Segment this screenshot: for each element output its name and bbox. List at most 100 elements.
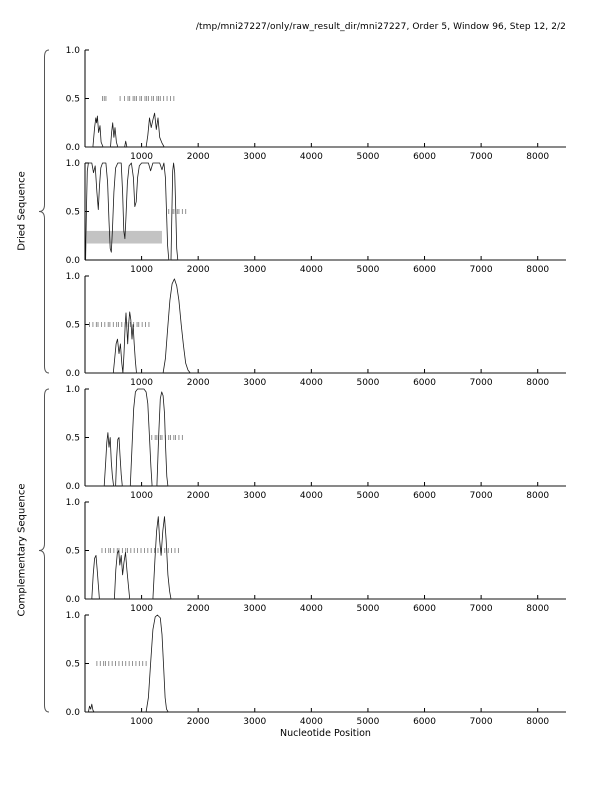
x-tick-label: 1000 [130, 491, 153, 501]
rug-marks [89, 322, 150, 327]
rug-marks [168, 209, 187, 214]
probability-curve [85, 112, 566, 148]
x-tick-label: 2000 [187, 265, 210, 275]
x-tick-label: 5000 [356, 717, 379, 727]
x-tick-label: 1000 [130, 378, 153, 388]
x-tick-label: 1000 [130, 604, 153, 614]
probability-curve [85, 614, 566, 713]
y-tick-label: 0.5 [66, 434, 80, 444]
x-tick-label: 1000 [130, 717, 153, 727]
x-tick-label: 6000 [413, 491, 436, 501]
x-tick-label: 2000 [187, 491, 210, 501]
probability-curve [85, 516, 566, 600]
y-tick-label: 1.0 [66, 272, 81, 282]
x-tick-label: 8000 [526, 717, 549, 727]
y-ticks: 0.0 0.5 1.0 [66, 498, 89, 605]
x-tick-label: 8000 [526, 491, 549, 501]
x-ticks: 1000 2000 3000 4000 5000 6000 7000 8000 [130, 595, 549, 614]
x-tick-label: 3000 [243, 265, 266, 275]
x-tick-label: 8000 [526, 265, 549, 275]
x-tick-label: 6000 [413, 717, 436, 727]
brace-complementary-sequence [38, 388, 50, 713]
x-tick-label: 8000 [526, 604, 549, 614]
panel-1-dried-window-1: 0.0 0.5 1.0 1000 2000 3000 4000 5000 6000 7000 800… [66, 46, 566, 162]
x-tick-label: 2000 [187, 152, 210, 162]
x-tick-label: 5000 [356, 265, 379, 275]
axes [84, 276, 566, 374]
panel-2-dried-window-2: 0.0 0.5 1.0 1000 2000 3000 4000 5000 6000 7000 800… [66, 159, 566, 275]
y-ticks: 0.0 0.5 1.0 [66, 46, 89, 153]
x-tick-label: 7000 [470, 491, 493, 501]
y-tick-label: 0.0 [66, 143, 81, 153]
group-label-dried-sequence: Dried Sequence [16, 171, 28, 251]
x-tick-label: 3000 [243, 604, 266, 614]
x-tick-label: 6000 [413, 265, 436, 275]
panel-5-complementary-window-2: 0.0 0.5 1.0 1000 2000 3000 4000 5000 6000 7000 800… [66, 498, 566, 614]
x-tick-label: 6000 [413, 378, 436, 388]
y-ticks: 0.0 0.5 1.0 [66, 385, 89, 492]
x-ticks: 1000 2000 3000 4000 5000 6000 7000 8000 [130, 143, 549, 162]
x-tick-label: 3000 [243, 378, 266, 388]
group-label-complementary-sequence: Complementary Sequence [16, 483, 28, 617]
x-tick-label: 1000 [130, 152, 153, 162]
x-tick-label: 4000 [300, 604, 323, 614]
x-tick-label: 8000 [526, 152, 549, 162]
y-tick-label: 1.0 [66, 611, 81, 621]
brace-dried-sequence [38, 49, 50, 374]
axes [84, 163, 566, 261]
x-tick-label: 4000 [300, 152, 323, 162]
group-braces [38, 49, 50, 713]
x-ticks: 1000 2000 3000 4000 5000 6000 7000 8000 [130, 482, 549, 501]
x-tick-label: 1000 [130, 265, 153, 275]
y-ticks: 0.0 0.5 1.0 [66, 272, 89, 379]
y-tick-label: 1.0 [66, 159, 81, 169]
x-tick-label: 5000 [356, 152, 379, 162]
x-tick-label: 7000 [470, 152, 493, 162]
figure-title: /tmp/mni27227/only/raw_result_dir/mni272… [195, 22, 566, 32]
x-tick-label: 2000 [187, 717, 210, 727]
y-tick-label: 0.5 [66, 547, 80, 557]
x-axis-title: Nucleotide Position [280, 728, 371, 739]
x-tick-label: 4000 [300, 378, 323, 388]
x-tick-label: 4000 [300, 717, 323, 727]
y-tick-label: 1.0 [66, 46, 81, 56]
x-tick-label: 6000 [413, 604, 436, 614]
rug-marks [151, 435, 183, 440]
y-tick-label: 0.0 [66, 482, 81, 492]
y-tick-label: 0.5 [66, 660, 80, 670]
x-tick-label: 2000 [187, 378, 210, 388]
x-ticks: 1000 2000 3000 4000 5000 6000 7000 8000 [130, 369, 549, 388]
x-tick-label: 7000 [470, 717, 493, 727]
y-tick-label: 0.0 [66, 369, 81, 379]
y-tick-label: 0.0 [66, 708, 81, 718]
rug-marks [96, 661, 147, 666]
x-ticks: 1000 2000 3000 4000 5000 6000 7000 8000 [130, 256, 549, 275]
x-tick-label: 4000 [300, 491, 323, 501]
x-tick-label: 4000 [300, 265, 323, 275]
rug-marks [102, 96, 175, 101]
y-tick-label: 0.0 [66, 256, 81, 266]
x-tick-label: 7000 [470, 604, 493, 614]
panel-3-dried-window-3: 0.0 0.5 1.0 1000 2000 3000 4000 5000 6000 7000 800… [66, 272, 566, 388]
y-tick-label: 1.0 [66, 498, 81, 508]
x-tick-label: 5000 [356, 604, 379, 614]
panel-4-complementary-window-1: 0.0 0.5 1.0 1000 2000 3000 4000 5000 6000 7000 800… [66, 385, 566, 501]
x-tick-label: 6000 [413, 152, 436, 162]
y-ticks: 0.0 0.5 1.0 [66, 611, 89, 718]
axes [84, 615, 566, 713]
y-tick-label: 0.5 [66, 95, 80, 105]
x-tick-label: 5000 [356, 491, 379, 501]
probability-curve [85, 162, 566, 261]
probability-curve [85, 278, 566, 374]
x-tick-label: 3000 [243, 717, 266, 727]
x-tick-label: 2000 [187, 604, 210, 614]
x-tick-label: 5000 [356, 378, 379, 388]
x-tick-label: 3000 [243, 491, 266, 501]
x-tick-label: 7000 [470, 378, 493, 388]
y-tick-label: 0.5 [66, 208, 80, 218]
x-tick-label: 8000 [526, 378, 549, 388]
probability-curve [85, 388, 566, 487]
y-tick-label: 0.5 [66, 321, 80, 331]
axes [84, 502, 566, 600]
